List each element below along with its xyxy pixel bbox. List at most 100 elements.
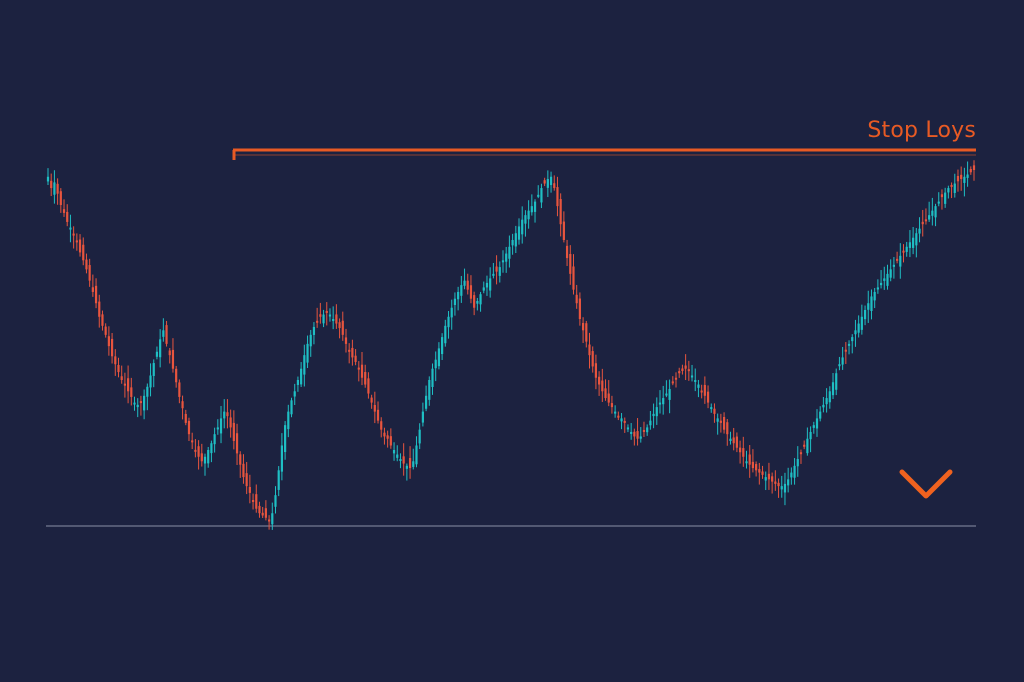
candle-bullish: [280, 445, 283, 472]
candle-bearish: [72, 233, 75, 236]
candle-bullish: [399, 459, 402, 462]
candle-bearish: [713, 408, 716, 414]
candle-bearish: [191, 440, 194, 443]
candle-bullish: [290, 400, 293, 415]
candle-bearish: [578, 298, 581, 320]
candle-bullish: [690, 375, 694, 378]
candle-bearish: [767, 473, 771, 480]
candle-bullish: [517, 226, 521, 240]
candle-bullish: [796, 459, 799, 467]
candle-bearish: [748, 454, 751, 465]
candle-bullish: [793, 465, 796, 478]
candle-bearish: [610, 403, 614, 408]
candle-bearish: [495, 266, 498, 272]
candle-bullish: [396, 454, 399, 458]
candle-bullish: [780, 486, 783, 490]
candle-bullish: [434, 359, 437, 369]
candle-bearish: [194, 449, 197, 452]
candle-bearish: [248, 487, 251, 493]
candle-bearish: [367, 378, 370, 394]
candle-bullish: [828, 391, 831, 403]
candle-bullish: [649, 420, 652, 426]
candle-bearish: [184, 413, 187, 423]
candle-bullish: [424, 395, 428, 409]
candle-bearish: [229, 417, 232, 428]
candle-bullish: [421, 411, 424, 423]
candle-bearish: [844, 349, 847, 352]
candle-bearish: [114, 356, 117, 365]
candle-bearish: [601, 380, 604, 392]
candle-bullish: [815, 418, 819, 429]
candle-bearish: [168, 350, 171, 356]
candle-bearish: [735, 436, 738, 448]
candle-bearish: [684, 365, 687, 369]
candle-bearish: [585, 323, 588, 342]
candle-bearish: [575, 294, 578, 304]
candle-bearish: [687, 369, 690, 372]
stop-loss-label: Stop Loys: [867, 118, 976, 143]
candle-bullish: [905, 246, 908, 252]
candle-bearish: [681, 368, 684, 371]
candle-bullish: [745, 461, 748, 464]
candle-bearish: [732, 437, 735, 444]
candle-bullish: [210, 443, 213, 454]
candle-bearish: [235, 433, 239, 454]
candle-bullish: [418, 429, 421, 444]
candle-bearish: [581, 322, 585, 331]
candle-bullish: [860, 316, 863, 330]
candle-bearish: [357, 367, 360, 370]
candle-bearish: [751, 461, 755, 469]
candle-bullish: [46, 176, 50, 182]
candle-bullish: [69, 227, 72, 230]
candle-bearish: [739, 447, 742, 453]
candle-bullish: [524, 215, 527, 224]
candle-bearish: [700, 390, 703, 393]
candle-bearish: [706, 391, 710, 403]
candle-bearish: [703, 384, 706, 396]
candle-bullish: [783, 483, 787, 493]
candle-bearish: [742, 448, 745, 457]
candle-bullish: [835, 373, 838, 390]
candle-bullish: [447, 316, 450, 328]
candle-bearish: [623, 420, 626, 423]
candle-bearish: [354, 355, 357, 362]
candle-bearish: [264, 508, 267, 518]
candle-bearish: [636, 431, 639, 439]
candle-bullish: [658, 402, 662, 405]
candle-bearish: [722, 416, 726, 430]
candle-bullish: [511, 240, 514, 246]
candle-bullish: [764, 477, 767, 481]
candle-bearish: [66, 211, 69, 222]
candle-bullish: [498, 267, 501, 276]
candle-bullish: [662, 398, 665, 405]
candle-bearish: [325, 310, 328, 313]
candle-bullish: [806, 438, 809, 454]
candle-bullish: [146, 386, 149, 397]
candle-bullish: [934, 206, 937, 218]
candle-bearish: [335, 314, 338, 324]
candle-bullish: [787, 479, 790, 486]
candle-bullish: [831, 382, 835, 396]
candle-bearish: [761, 471, 764, 475]
candle-bullish: [296, 380, 300, 385]
candle-bearish: [674, 377, 678, 380]
candle-bullish: [213, 434, 216, 445]
candle-bearish: [902, 250, 905, 253]
candle-bullish: [841, 357, 844, 365]
candle-bearish: [972, 165, 976, 170]
candle-bullish: [819, 411, 822, 419]
candle-bullish: [405, 465, 408, 469]
candle-bearish: [553, 183, 556, 189]
candle-bearish: [543, 180, 546, 184]
candle-bullish: [870, 296, 873, 311]
candle-bearish: [338, 322, 341, 329]
candle-bearish: [719, 420, 722, 423]
candle-bullish: [822, 404, 825, 408]
candle-bullish: [790, 472, 793, 478]
candle-bullish: [219, 418, 223, 434]
candle-bearish: [171, 349, 175, 369]
candle-bullish: [694, 380, 697, 382]
candle-bearish: [91, 287, 94, 292]
candle-bearish: [344, 337, 348, 344]
candle-bearish: [200, 453, 203, 462]
